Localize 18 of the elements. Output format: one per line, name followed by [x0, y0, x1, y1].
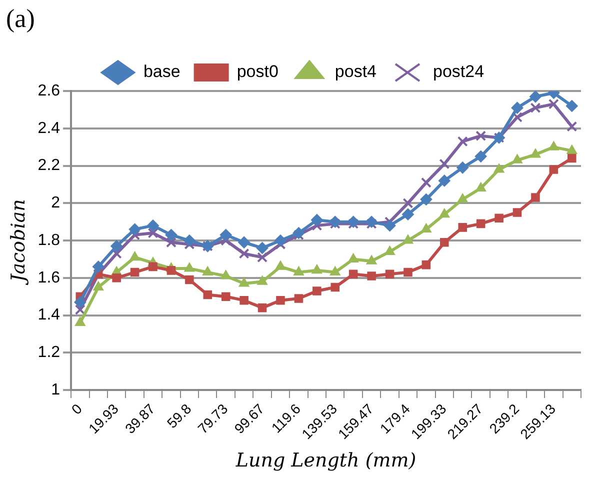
y-tick-label: 2 — [51, 194, 60, 212]
y-tick-label: 2.2 — [38, 157, 60, 174]
y-tick-label: 2.6 — [38, 82, 60, 100]
legend-label: base — [143, 62, 180, 82]
x-axis-title: Lung Length (mm) — [234, 450, 416, 472]
x-tick-label: 59.8 — [164, 400, 194, 432]
legend-label: post4 — [334, 62, 377, 82]
y-tick-label: 1.8 — [38, 232, 60, 249]
y-tick-label: 2.4 — [38, 120, 60, 137]
y-tick-label: 1.2 — [38, 344, 60, 362]
y-tick-label: 1.6 — [38, 269, 60, 286]
y-tick-label: 1 — [51, 381, 60, 398]
y-axis-title: Jacobian — [7, 199, 30, 286]
chart-title: (a) — [6, 4, 35, 34]
y-tick-label: 1.4 — [38, 306, 60, 324]
legend-label: post0 — [236, 62, 278, 82]
x-tick-label: 0 — [68, 400, 86, 418]
legend-label: post24 — [433, 62, 484, 82]
